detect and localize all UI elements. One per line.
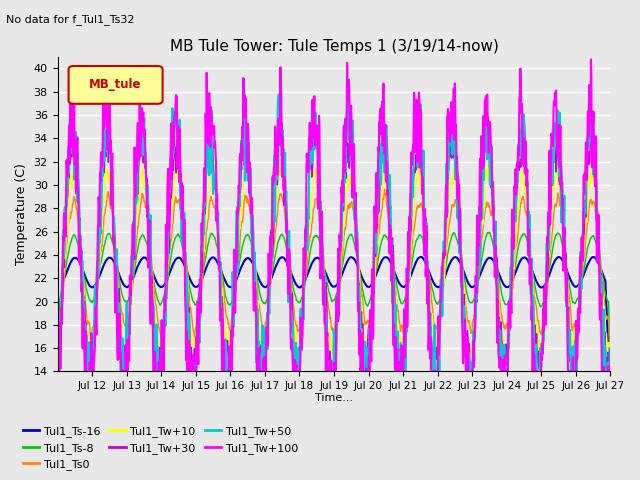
Y-axis label: Temperature (C): Temperature (C)	[15, 163, 28, 265]
X-axis label: Time...: Time...	[315, 393, 353, 403]
Legend: Tul1_Ts-16, Tul1_Ts-8, Tul1_Ts0, Tul1_Tw+10, Tul1_Tw+30, Tul1_Tw+50, Tul1_Tw+100: Tul1_Ts-16, Tul1_Ts-8, Tul1_Ts0, Tul1_Tw…	[19, 422, 302, 474]
Text: MB_tule: MB_tule	[90, 78, 142, 91]
Text: No data for f_Tul1_Ts32: No data for f_Tul1_Ts32	[6, 14, 135, 25]
FancyBboxPatch shape	[68, 66, 163, 104]
Title: MB Tule Tower: Tule Temps 1 (3/19/14-now): MB Tule Tower: Tule Temps 1 (3/19/14-now…	[170, 39, 499, 54]
